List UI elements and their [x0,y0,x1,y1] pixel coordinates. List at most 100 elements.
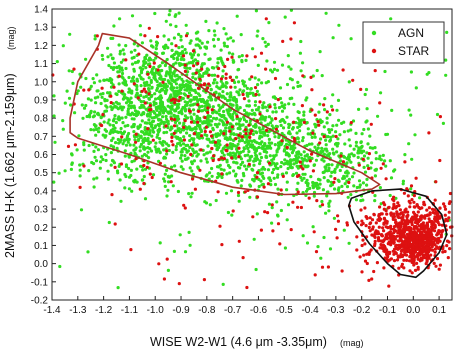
data-point-star [379,243,383,247]
data-point-agn [259,155,264,160]
data-point-agn [147,97,151,101]
data-point-agn [205,173,209,177]
data-point-agn [281,126,286,130]
data-point-agn [343,142,347,146]
data-point-agn [276,187,280,191]
data-point-agn [129,96,133,100]
data-point-agn [296,136,300,141]
data-point-agn [327,202,331,206]
data-point-agn [136,125,140,129]
data-point-star [225,143,229,147]
data-point-agn [347,241,351,245]
data-point-agn [215,85,219,89]
data-point-star [138,187,142,191]
data-point-agn [228,135,232,139]
data-point-agn [282,119,286,123]
data-point-agn [365,151,369,155]
data-point-star [222,157,226,161]
legend-label-agn: AGN [398,26,424,40]
data-point-star [418,243,422,247]
data-point-agn [188,103,193,107]
data-point-star [399,238,403,242]
data-point-agn [311,74,315,78]
data-point-star [387,236,392,240]
data-point-star [253,86,258,90]
data-point-agn [174,144,178,149]
data-point-agn [175,86,179,90]
data-point-agn [173,120,178,125]
data-point-agn [337,186,341,190]
data-point-star [281,174,285,178]
data-point-star [392,225,397,229]
data-point-star [372,234,376,238]
data-point-agn [139,113,144,117]
data-point-star [365,261,369,266]
data-point-agn [363,92,367,97]
data-point-agn [100,95,104,99]
data-point-star [312,230,316,234]
data-point-agn [335,165,339,169]
data-point-agn [333,187,337,191]
data-point-star [78,185,82,189]
data-point-agn [122,105,126,109]
data-point-agn [300,156,304,160]
data-point-star [376,230,380,234]
data-point-agn [373,168,377,172]
data-point-agn [217,174,221,178]
data-point-agn [284,161,288,165]
data-point-agn [266,123,270,127]
data-point-star [249,129,254,133]
data-point-agn [225,123,229,127]
data-point-star [374,221,378,225]
data-point-star [184,34,189,38]
data-point-star [381,162,385,166]
data-point-star [419,231,423,235]
data-point-star [207,82,211,86]
data-point-agn [325,163,329,167]
data-point-agn [243,140,247,144]
data-point-agn [165,142,169,146]
data-point-agn [152,110,156,114]
data-point-agn [77,134,81,138]
data-point-agn [183,109,187,113]
data-point-agn [117,89,121,93]
data-point-agn [239,163,243,167]
data-point-agn [257,93,261,97]
data-point-agn [327,128,331,132]
data-point-star [443,204,447,209]
data-point-agn [222,41,226,45]
data-point-star [217,158,221,162]
data-point-agn [286,166,290,171]
data-point-agn [160,100,164,104]
data-point-agn [57,171,61,175]
data-point-star [301,167,305,171]
x-tick-label: 0.0 [406,305,420,316]
data-point-agn [188,134,192,138]
data-point-star [397,231,401,235]
data-point-star [409,227,413,231]
data-point-agn [261,131,265,135]
data-point-agn [444,58,448,62]
data-point-agn [133,138,137,142]
data-point-agn [123,138,127,142]
data-point-star [448,247,452,251]
data-point-star [237,239,241,243]
data-point-star [408,205,412,209]
data-point-star [174,44,178,48]
data-point-agn [305,143,309,148]
data-point-star [148,64,152,69]
data-point-agn [94,127,98,131]
data-point-agn [283,246,287,250]
data-point-star [72,67,76,71]
data-point-star [137,52,141,56]
data-point-agn [270,171,275,175]
data-point-agn [213,73,217,77]
data-point-star [291,200,295,204]
data-point-agn [151,72,155,76]
data-point-agn [139,93,143,98]
data-point-agn [166,268,170,272]
data-point-agn [299,69,303,73]
data-point-star [266,211,270,215]
data-point-agn [78,174,82,178]
data-point-agn [146,146,150,150]
